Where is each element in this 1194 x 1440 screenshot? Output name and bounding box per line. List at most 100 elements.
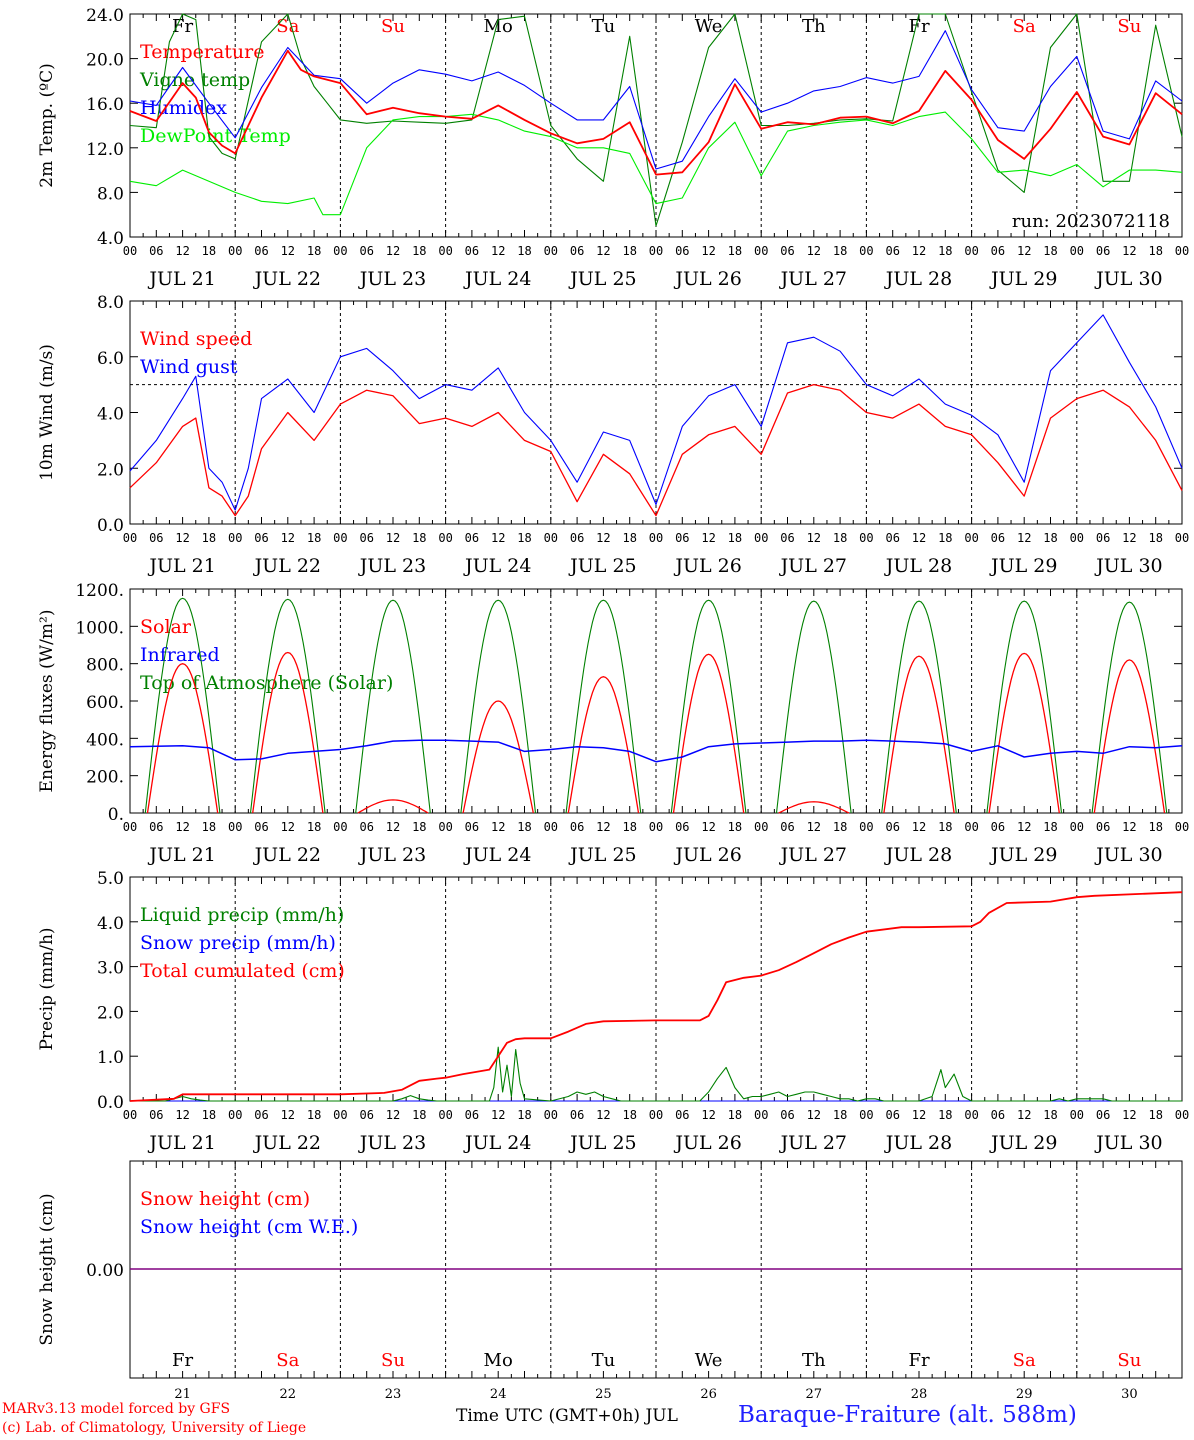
- legend-entry: Humidex: [140, 97, 227, 119]
- date-label: JUL 30: [1094, 1132, 1162, 1154]
- weekday-label: Su: [381, 16, 405, 37]
- hour-tick-label: 00: [1070, 820, 1084, 834]
- date-label: JUL 23: [358, 268, 426, 290]
- solar-curve: [988, 652, 1060, 814]
- legend-entry: Total cumulated (cm): [140, 960, 345, 982]
- hour-tick-label: 00: [228, 531, 242, 545]
- hour-tick-label: 18: [938, 820, 952, 834]
- weekday-label: Sa: [1013, 16, 1036, 37]
- hour-tick-label: 00: [964, 820, 978, 834]
- vigne-temp-line: [129, 13, 1183, 227]
- y-tick-label: 24.0: [86, 6, 124, 26]
- hour-tick-label: 06: [359, 1108, 373, 1122]
- day-number: 22: [280, 1387, 297, 1402]
- hour-tick-label: 18: [728, 531, 742, 545]
- hour-tick-label: 12: [491, 531, 505, 545]
- hour-tick-label: 12: [386, 1108, 400, 1122]
- weekday-label: Su: [1117, 16, 1141, 37]
- hour-tick-label: 18: [517, 1108, 531, 1122]
- hour-tick-label: 18: [517, 531, 531, 545]
- hour-tick-label: 00: [544, 1108, 558, 1122]
- hour-tick-label: 18: [1043, 244, 1057, 258]
- hour-tick-label: 06: [149, 820, 163, 834]
- hour-tick-label: 06: [991, 244, 1005, 258]
- weekday-label: Fr: [908, 16, 929, 37]
- toa-arc: [986, 600, 1063, 814]
- date-label: JUL 27: [779, 844, 847, 866]
- day-number: 27: [806, 1387, 823, 1402]
- weekday-label: Sa: [276, 16, 299, 37]
- hour-tick-label: 12: [701, 244, 715, 258]
- hour-tick-label: 06: [149, 531, 163, 545]
- hour-tick-label: 00: [754, 820, 768, 834]
- hour-tick-label: 00: [544, 820, 558, 834]
- y-tick-label: 1.0: [97, 1048, 124, 1068]
- weekday-label: Sa: [1013, 1350, 1036, 1371]
- hour-tick-label: 12: [912, 1108, 926, 1122]
- humidex-line: [129, 30, 1183, 170]
- y-axis-label: 10m Wind (m/s): [37, 344, 57, 481]
- solar-curve: [252, 651, 324, 814]
- hour-tick-label: 12: [701, 820, 715, 834]
- date-label: JUL 23: [358, 1132, 426, 1154]
- toa-arc: [775, 600, 852, 814]
- hour-tick-label: 12: [386, 820, 400, 834]
- hour-tick-label: 18: [412, 1108, 426, 1122]
- temperature-line: [129, 49, 1183, 176]
- y-tick-label: 200.: [86, 768, 124, 788]
- hour-tick-label: 18: [1043, 531, 1057, 545]
- toa-arc: [249, 598, 326, 814]
- day-number: 26: [700, 1387, 717, 1402]
- legend-entry: Snow height (cm W.E.): [140, 1216, 358, 1238]
- hour-tick-label: 00: [1175, 531, 1189, 545]
- hour-tick-label: 18: [622, 1108, 636, 1122]
- hour-tick-label: 06: [885, 820, 899, 834]
- legend-entry: Temperature: [140, 41, 264, 63]
- hour-tick-label: 12: [1017, 244, 1031, 258]
- hour-tick-label: 18: [412, 244, 426, 258]
- y-tick-label: 16.0: [86, 95, 124, 115]
- hour-tick-label: 12: [912, 820, 926, 834]
- hour-tick-label: 12: [175, 531, 189, 545]
- hour-tick-label: 00: [438, 244, 452, 258]
- y-tick-label: 2.0: [97, 460, 124, 480]
- hour-tick-label: 06: [885, 244, 899, 258]
- wind-speed-line: [129, 383, 1183, 517]
- toa-arc: [670, 599, 747, 814]
- hour-tick-label: 12: [807, 244, 821, 258]
- hour-tick-label: 18: [1148, 820, 1162, 834]
- dewpoint-line: [129, 111, 1183, 216]
- hour-tick-label: 12: [1122, 244, 1136, 258]
- weekday-label: Su: [381, 1350, 405, 1371]
- hour-tick-label: 00: [228, 1108, 242, 1122]
- solar-curve: [357, 799, 429, 814]
- date-label: JUL 24: [463, 1132, 531, 1154]
- y-tick-label: 0.0: [97, 1093, 124, 1113]
- weekday-label: Mo: [484, 16, 513, 37]
- hour-tick-label: 18: [938, 244, 952, 258]
- panel-frame: [129, 588, 1183, 814]
- hour-tick-label: 12: [1017, 820, 1031, 834]
- hour-tick-label: 00: [1175, 820, 1189, 834]
- hour-tick-label: 06: [465, 244, 479, 258]
- y-tick-label: 800.: [86, 656, 124, 676]
- hour-tick-label: 06: [254, 244, 268, 258]
- weekday-label: Tu: [592, 16, 616, 37]
- date-label: JUL 21: [147, 1132, 215, 1154]
- run-label: run: 2023072118: [1012, 211, 1170, 232]
- toa-arc: [144, 597, 221, 814]
- date-label: JUL 24: [463, 844, 531, 866]
- date-label: JUL 23: [358, 844, 426, 866]
- toa-arc: [1091, 601, 1168, 814]
- hour-tick-label: 12: [175, 820, 189, 834]
- hour-tick-label: 12: [281, 1108, 295, 1122]
- hour-tick-label: 00: [228, 244, 242, 258]
- hour-tick-label: 12: [1017, 531, 1031, 545]
- date-label: JUL 30: [1094, 844, 1162, 866]
- footer-credits: MARv3.13 model forced by GFS (c) Lab. of…: [2, 1400, 306, 1438]
- hour-tick-label: 06: [885, 531, 899, 545]
- hour-tick-label: 00: [859, 244, 873, 258]
- date-label: JUL 25: [568, 1132, 636, 1154]
- hour-tick-label: 18: [1043, 820, 1057, 834]
